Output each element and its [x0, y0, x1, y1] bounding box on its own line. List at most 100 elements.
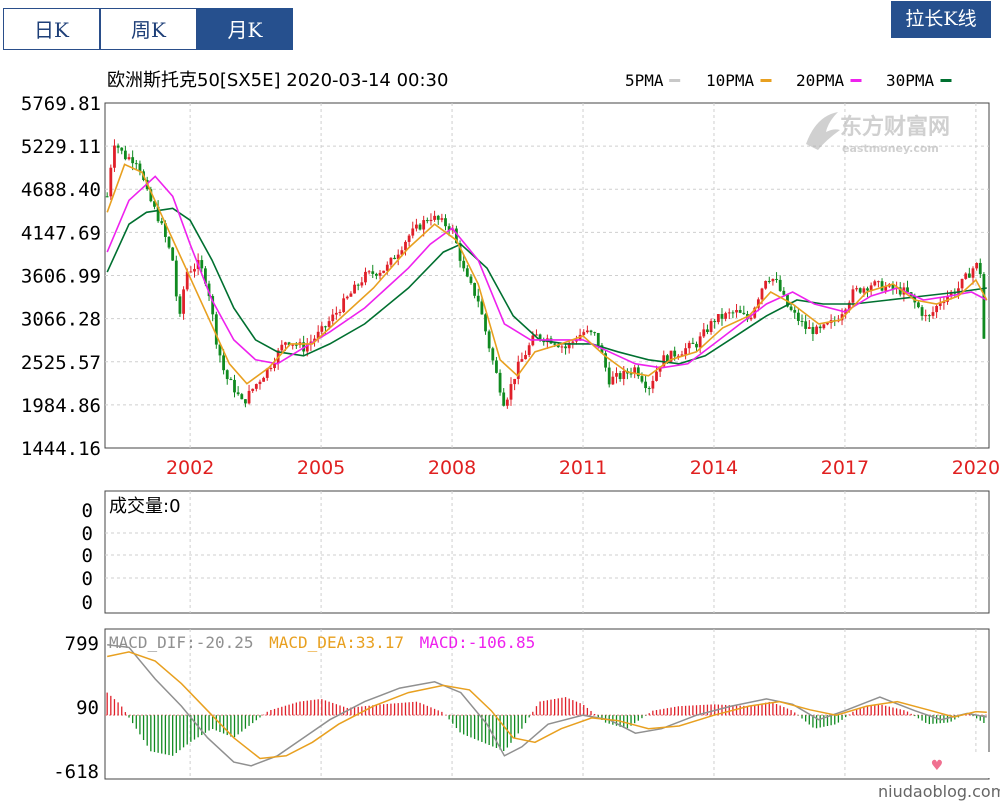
candle-body — [764, 280, 768, 289]
candle-body — [447, 226, 451, 231]
price-y-tick-label: 3066.28 — [21, 309, 101, 331]
candle-body — [891, 284, 895, 289]
candle-body — [174, 260, 178, 297]
ma-legend-label: 20PMA — [796, 71, 845, 90]
candle-body — [873, 281, 877, 286]
candle-body — [444, 218, 447, 227]
candle-body — [629, 373, 633, 375]
candle-body — [509, 384, 513, 400]
candle-body — [793, 309, 797, 313]
candle-body — [498, 372, 502, 393]
candle-body — [738, 309, 742, 313]
candle-body — [611, 376, 615, 385]
tab-monthly-k[interactable]: 月K — [197, 8, 293, 50]
ma-legend-label: 30PMA — [886, 71, 935, 90]
candle-body — [742, 312, 746, 315]
candle-body — [265, 368, 269, 378]
candle-body — [644, 381, 647, 389]
candle-body — [200, 260, 204, 269]
candle-body — [473, 282, 477, 296]
ma-legend-label: 10PMA — [706, 71, 755, 90]
candle-body — [400, 250, 404, 255]
candle-body — [815, 326, 818, 334]
macd-y-tick-label: 799 — [65, 633, 99, 655]
candle-body — [505, 399, 509, 406]
candle-body — [415, 224, 418, 229]
candle-body — [382, 270, 386, 273]
candle-body — [651, 380, 655, 389]
candle-body — [422, 220, 426, 230]
candle-body — [240, 394, 244, 400]
candle-body — [127, 157, 131, 160]
candle-body — [713, 321, 717, 323]
candle-body — [640, 376, 644, 382]
candle-body — [807, 327, 811, 329]
candle-body — [615, 373, 618, 377]
candle-body — [105, 196, 109, 198]
candle-body — [418, 224, 422, 230]
candle-body — [484, 314, 487, 332]
candle-body — [949, 291, 953, 297]
candle-body — [109, 167, 113, 197]
candle-body — [880, 281, 884, 291]
candle-body — [254, 384, 258, 389]
candle-body — [476, 295, 480, 302]
heart-icon: ♥ — [930, 758, 944, 774]
candle-body — [593, 332, 597, 334]
ma-legend-swatch — [850, 79, 862, 82]
ma-legend-label: 5PMA — [625, 71, 664, 90]
candle-body — [345, 296, 349, 299]
volume-panel-frame — [104, 490, 990, 614]
candle-body — [353, 284, 356, 294]
candle-body — [207, 283, 211, 297]
candle-body — [182, 289, 185, 314]
price-y-axis: 5769.81 5229.11 4688.40 4147.69 3606.99 3066.… — [21, 93, 101, 460]
candle-body — [760, 288, 764, 300]
candle-body — [280, 344, 284, 351]
candle-body — [691, 342, 695, 344]
candle-body — [527, 345, 531, 355]
candle-body — [204, 268, 207, 284]
candle-body — [320, 326, 324, 332]
candle-body — [149, 189, 153, 202]
candle-body — [946, 296, 949, 302]
candle-body — [906, 287, 909, 293]
watermark: ♥ niudaoblog.com — [878, 752, 1000, 801]
stretch-kline-button[interactable]: 拉长K线 — [891, 1, 991, 38]
candle-body — [567, 342, 571, 349]
candle-body — [185, 271, 189, 290]
candle-body — [378, 272, 382, 276]
candle-body — [724, 313, 728, 319]
tab-weekly-k[interactable]: 周K — [100, 8, 197, 50]
candle-body — [349, 293, 353, 297]
x-tick-label: 2011 — [559, 457, 607, 479]
candle-body — [491, 348, 495, 361]
logo-en: eastmoney.com — [842, 142, 939, 155]
candle-body — [269, 368, 273, 370]
x-tick-label: 2008 — [428, 457, 476, 479]
candle-body — [316, 331, 320, 339]
candle-body — [123, 150, 127, 160]
candle-body — [560, 346, 564, 348]
candle-body — [720, 314, 724, 319]
candle-body — [458, 243, 462, 261]
candle-body — [160, 221, 164, 224]
candle-body — [756, 299, 760, 308]
candle-body — [258, 381, 262, 385]
candle-body — [294, 344, 298, 346]
price-y-tick-label: 5769.81 — [21, 93, 101, 115]
candle-body — [469, 276, 473, 283]
candle-body — [393, 257, 396, 260]
candle-body — [655, 371, 658, 381]
candle-body — [262, 377, 266, 382]
candle-body — [520, 359, 524, 362]
price-y-tick-label: 2525.57 — [21, 352, 101, 374]
candle-body — [967, 273, 971, 278]
tab-daily-k[interactable]: 日K — [3, 8, 100, 50]
candle-body — [622, 370, 626, 380]
candle-body — [411, 228, 415, 236]
candle-body — [666, 355, 669, 362]
candle-body — [684, 348, 688, 355]
macd-lines — [107, 643, 987, 767]
candle-body — [636, 367, 640, 377]
